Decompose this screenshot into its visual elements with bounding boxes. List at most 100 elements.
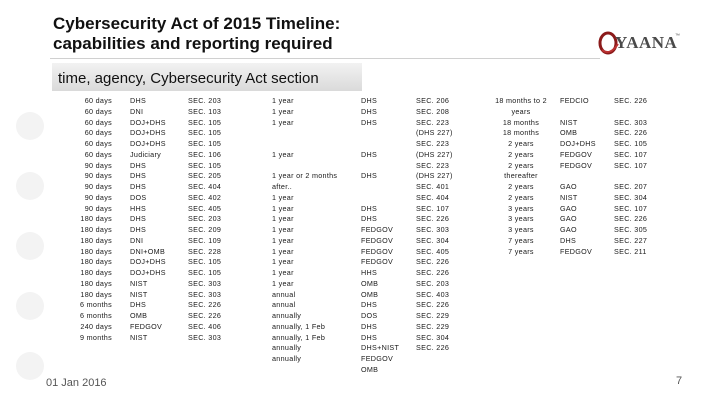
agency-cell bbox=[361, 139, 411, 150]
section-cell: SEC. 304 bbox=[416, 332, 450, 342]
agency-cell: FEDGOV bbox=[361, 225, 394, 234]
agency-cell: FEDGOV bbox=[361, 354, 394, 363]
agency-cell: DHS bbox=[130, 96, 147, 105]
title-divider bbox=[50, 58, 600, 59]
time-cell: 3 years bbox=[508, 214, 534, 224]
agency-cell: DHS bbox=[361, 171, 378, 181]
agency-cell: GAO bbox=[560, 214, 577, 224]
section-cell: SEC. 228 bbox=[188, 246, 222, 256]
section-cell: SEC. 223 bbox=[416, 160, 450, 170]
time-cell: 7 years bbox=[508, 246, 534, 256]
section-cell: SEC. 226 bbox=[614, 128, 648, 138]
section-cell: SEC. 105 bbox=[188, 128, 222, 138]
section-cell: SEC. 105 bbox=[614, 139, 648, 148]
section-cell: SEC. 105 bbox=[188, 257, 222, 267]
agency-cell: DHS bbox=[361, 214, 378, 224]
agency-cell: DOJ+DHS bbox=[130, 139, 166, 148]
title-line-1: Cybersecurity Act of 2015 Timeline: bbox=[53, 14, 341, 33]
time-cell: 2 years bbox=[508, 160, 534, 170]
time-cell: 1 year bbox=[272, 203, 294, 213]
agency-cell: FEDGOV bbox=[130, 321, 163, 331]
subtitle: time, agency, Cybersecurity Act section bbox=[58, 70, 319, 87]
time-cell: years bbox=[511, 106, 531, 116]
section-cell: SEC. 401 bbox=[416, 182, 450, 191]
table1-section-column: SEC. 203 SEC. 103 SEC. 105 SEC. 105 SEC. 105… bbox=[188, 96, 238, 343]
agency-cell: OMB bbox=[560, 128, 578, 138]
section-cell: SEC. 303 bbox=[188, 289, 222, 299]
agency-cell: DHS bbox=[130, 300, 147, 310]
agency-cell: DHS bbox=[361, 203, 378, 213]
agency-cell: GAO bbox=[560, 225, 577, 234]
agency-cell: HHS bbox=[130, 203, 147, 213]
time-cell: 60 days bbox=[84, 106, 112, 116]
section-cell: SEC. 403 bbox=[416, 289, 450, 299]
agency-cell: DHS bbox=[361, 300, 378, 310]
time-cell: 1 year or 2 months bbox=[272, 171, 338, 181]
agency-cell: GAO bbox=[560, 182, 577, 191]
section-cell: SEC. 107 bbox=[416, 203, 450, 213]
section-cell: SEC. 107 bbox=[614, 160, 648, 170]
agency-cell: DHS bbox=[560, 235, 577, 245]
section-cell: SEC. 105 bbox=[188, 139, 222, 148]
agency-cell: FEDGOV bbox=[560, 160, 593, 170]
table3-section-column: SEC. 226 SEC. 303 SEC. 226 SEC. 105 SEC. 107… bbox=[614, 96, 664, 257]
section-cell: SEC. 226 bbox=[188, 311, 222, 320]
section-cell: SEC. 226 bbox=[188, 300, 222, 310]
agency-cell: OMB bbox=[130, 311, 148, 320]
title-line-2: capabilities and reporting required bbox=[53, 34, 333, 53]
time-cell: 180 days bbox=[80, 214, 112, 224]
agency-cell: DOJ+DHS bbox=[130, 128, 166, 138]
time-cell: 180 days bbox=[80, 257, 112, 267]
section-cell: SEC. 105 bbox=[188, 160, 222, 170]
section-cell bbox=[614, 107, 664, 118]
agency-cell: FEDCIO bbox=[560, 96, 589, 105]
time-cell: 1 year bbox=[272, 192, 294, 202]
agency-cell: DHS bbox=[361, 117, 378, 127]
section-cell: SEC. 229 bbox=[416, 321, 450, 331]
section-cell: SEC. 405 bbox=[188, 203, 222, 213]
section-cell: SEC. 223 bbox=[416, 117, 450, 127]
section-cell: SEC. 304 bbox=[416, 235, 450, 245]
table3-time-column: 18 months to 2 years 18 months 18 months 2 y… bbox=[490, 96, 552, 257]
agency-cell: DHS bbox=[361, 332, 378, 342]
section-cell: (DHS 227) bbox=[416, 171, 453, 181]
yaana-logo-icon bbox=[598, 31, 619, 55]
time-cell: 1 year bbox=[272, 214, 294, 224]
time-cell: 2 years bbox=[508, 149, 534, 159]
section-cell: SEC. 226 bbox=[416, 257, 450, 267]
section-cell: SEC. 105 bbox=[188, 117, 222, 127]
section-cell: SEC. 405 bbox=[416, 246, 450, 256]
agency-cell: DHS bbox=[361, 96, 378, 105]
time-cell: 1 year bbox=[272, 246, 294, 256]
section-cell: SEC. 304 bbox=[614, 192, 648, 202]
table2-section-column: SEC. 206 SEC. 208 SEC. 223 (DHS 227) SEC. 22… bbox=[416, 96, 472, 354]
agency-cell bbox=[560, 171, 610, 182]
time-cell: 1 year bbox=[272, 268, 294, 277]
section-cell: SEC. 207 bbox=[614, 182, 648, 191]
time-cell: 180 days bbox=[80, 289, 112, 299]
agency-cell: FEDGOV bbox=[560, 149, 593, 159]
time-cell: annually bbox=[272, 311, 302, 320]
section-cell: SEC. 305 bbox=[614, 225, 648, 234]
section-cell: SEC. 203 bbox=[188, 96, 222, 105]
agency-cell: DOJ+DHS bbox=[130, 268, 166, 277]
time-cell: 3 years bbox=[508, 203, 534, 213]
section-cell: SEC. 406 bbox=[188, 321, 222, 331]
time-cell: annual bbox=[272, 289, 296, 299]
agency-cell: DOS bbox=[361, 311, 378, 320]
section-cell: SEC. 404 bbox=[188, 182, 222, 191]
time-cell: 180 days bbox=[80, 225, 112, 234]
section-cell: SEC. 226 bbox=[416, 214, 450, 224]
agency-cell: OMB bbox=[361, 278, 379, 288]
section-cell: SEC. 303 bbox=[188, 278, 222, 288]
section-cell: SEC. 107 bbox=[614, 149, 648, 159]
table1-time-column: 60 days 60 days 60 days 60 days 60 days 60 da… bbox=[58, 96, 112, 343]
section-cell: SEC. 107 bbox=[614, 203, 648, 213]
section-cell: SEC. 303 bbox=[416, 225, 450, 234]
agency-cell: NIST bbox=[560, 192, 578, 202]
agency-cell bbox=[560, 107, 610, 118]
section-cell: (DHS 227) bbox=[416, 149, 453, 159]
section-cell: SEC. 402 bbox=[188, 192, 222, 202]
time-cell: 1 year bbox=[272, 235, 294, 245]
section-cell: SEC. 209 bbox=[188, 225, 222, 234]
